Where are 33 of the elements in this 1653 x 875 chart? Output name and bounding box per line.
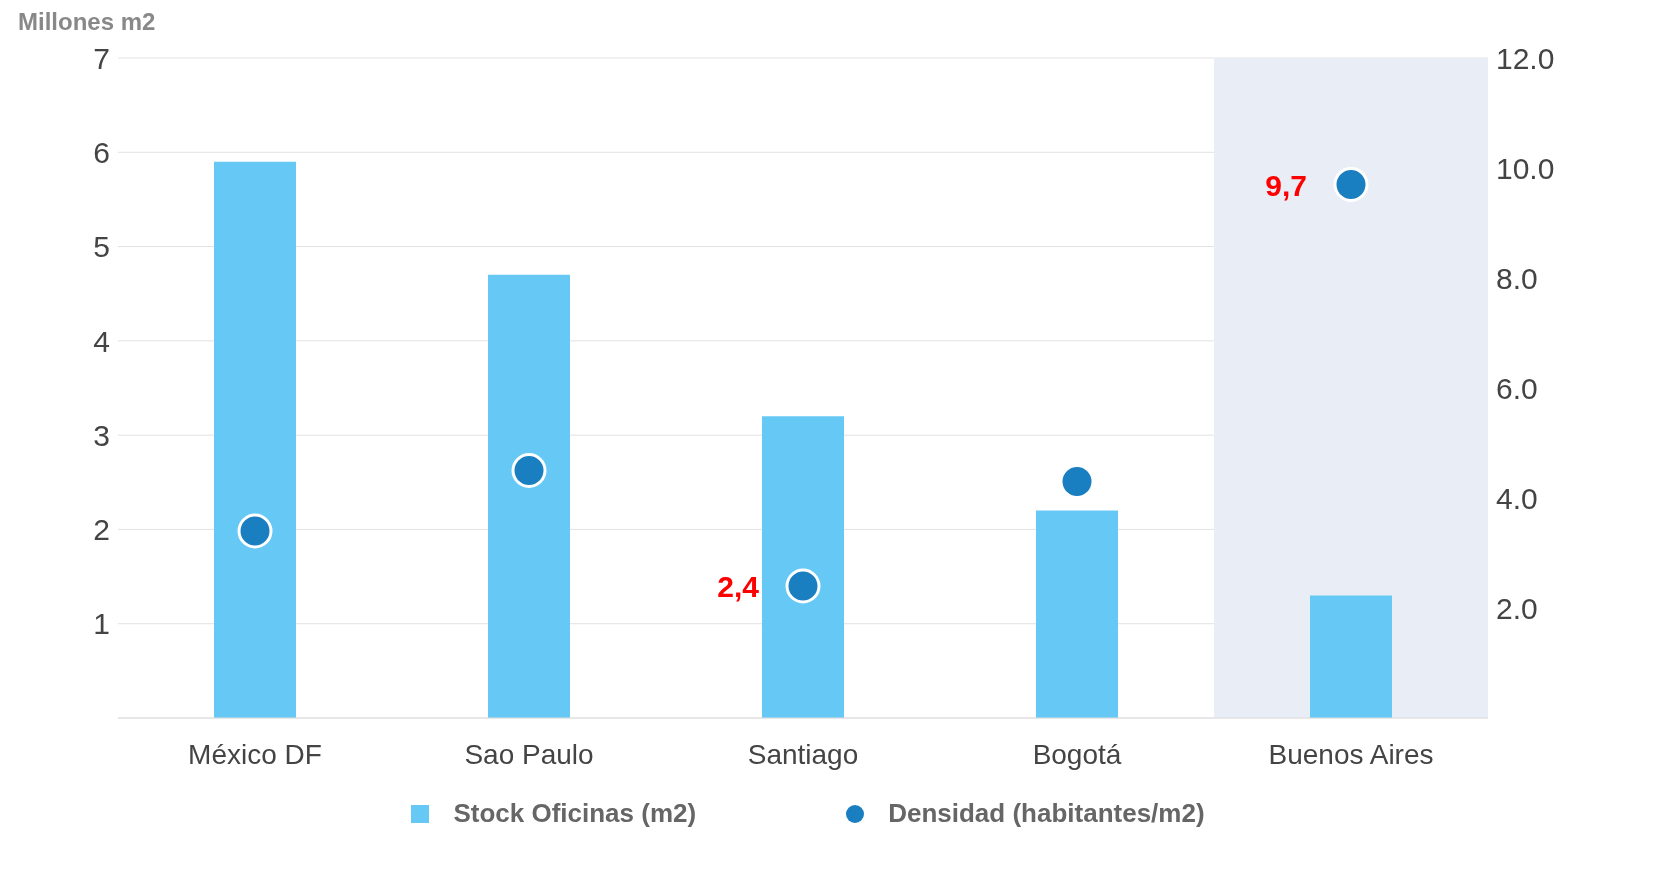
bar [1036, 510, 1118, 718]
y-axis-title: Millones m2 [18, 8, 156, 36]
bar [1310, 595, 1392, 718]
x-tick-label: Santiago [747, 738, 859, 770]
point [1333, 167, 1369, 202]
y2-tick-label: 10.0 [1496, 151, 1555, 185]
data-label: 9,7 [1265, 168, 1307, 202]
y2-tick-label: 2.0 [1496, 591, 1538, 625]
y-tick-label: 6 [93, 135, 110, 169]
y-tick-label: 5 [93, 230, 110, 264]
x-tick-label: Sao Paulo [464, 738, 594, 770]
y-tick-label: 1 [93, 607, 110, 641]
point [1059, 464, 1095, 499]
legend-label: Stock Oficinas (m2) [453, 798, 697, 829]
legend-label: Densidad (habitantes/m2) [888, 798, 1205, 829]
x-tick-label: Buenos Aires [1268, 738, 1434, 770]
point [785, 568, 821, 604]
point [511, 453, 547, 488]
x-tick-label: México DF [188, 738, 322, 770]
y-tick-label: 4 [93, 324, 110, 358]
x-tick-label: Bogotá [1032, 738, 1122, 770]
y2-tick-label: 12.0 [1496, 41, 1555, 75]
y-tick-label: 7 [93, 41, 110, 75]
y2-tick-label: 6.0 [1496, 371, 1538, 405]
y2-tick-label: 4.0 [1496, 481, 1538, 515]
bar [214, 161, 296, 718]
y-tick-label: 2 [93, 513, 110, 547]
point [237, 513, 273, 549]
data-label: 2,4 [717, 570, 760, 603]
y-tick-label: 3 [93, 418, 110, 452]
bar [762, 416, 844, 718]
bar [488, 274, 570, 718]
y2-tick-label: 8.0 [1496, 261, 1538, 295]
